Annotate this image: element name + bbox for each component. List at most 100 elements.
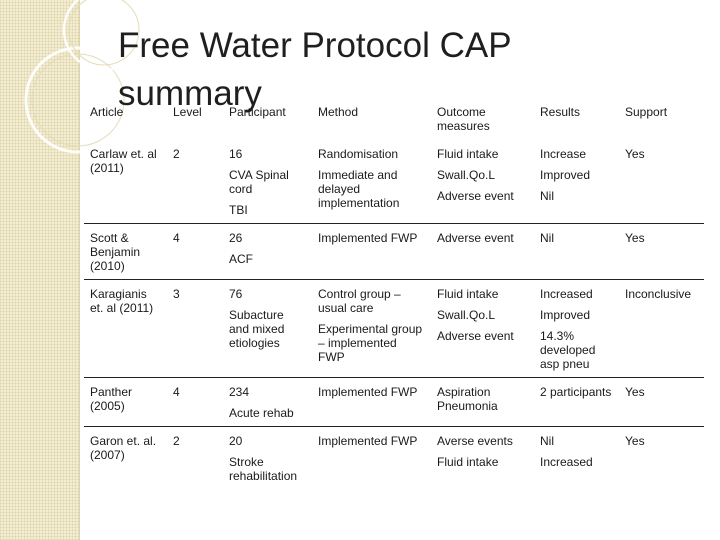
participant-cell: 16 CVA Spinal cord TBI xyxy=(223,140,312,224)
article-cell-text: Scott & Benjamin (2010) xyxy=(90,231,141,273)
header-support: Support xyxy=(625,105,668,119)
results-cell: Increase Improved Nil xyxy=(534,140,619,224)
results-cell-text: 14.3% developed asp pneu xyxy=(540,329,596,371)
level-cell: 2 xyxy=(167,426,223,489)
table-row: Scott & Benjamin (2010) 4 26 ACF Implemented… xyxy=(84,223,704,280)
participant-cell: 234 Acute rehab xyxy=(223,377,312,427)
outcome-cell: Averse events Fluid intake xyxy=(431,426,534,489)
level-cell-text: 2 xyxy=(173,147,180,161)
side-band-edge xyxy=(79,0,80,540)
header-outcome-measures: Outcome measures xyxy=(437,105,490,133)
method-cell-text: Implemented FWP xyxy=(318,385,418,399)
participant-cell-text: 26 xyxy=(229,231,243,245)
outcome-cell-text: Swall.Qo.L xyxy=(437,308,496,322)
header-method: Method xyxy=(318,105,359,119)
participant-cell-text: 16 xyxy=(229,147,243,161)
results-cell-text: Improved xyxy=(540,308,591,322)
method-cell: Implemented FWP xyxy=(312,426,431,489)
participant-cell-text: TBI xyxy=(229,203,248,217)
participant-cell-text: Subacture and mixed etiologies xyxy=(229,308,285,350)
outcome-cell-text: Adverse event xyxy=(437,231,514,245)
header-results: Results xyxy=(540,105,581,119)
outcome-cell-text: Swall.Qo.L xyxy=(437,168,496,182)
participant-cell: 76 Subacture and mixed etiologies xyxy=(223,279,312,378)
outcome-cell-text: Fluid intake xyxy=(437,287,499,301)
outcome-cell: Aspiration Pneumonia xyxy=(431,377,534,427)
results-cell: Nil xyxy=(534,223,619,280)
results-cell-text: Nil xyxy=(540,189,554,203)
participant-cell-text: ACF xyxy=(229,252,253,266)
results-cell-text: Increased xyxy=(540,455,593,469)
table-body: Carlaw et. al (2011) 2 16 CVA Spinal cord TB… xyxy=(84,140,704,489)
article-cell: Scott & Benjamin (2010) xyxy=(84,223,167,280)
participant-cell-text: Acute rehab xyxy=(229,406,294,420)
support-cell: Inconclusive xyxy=(619,279,704,378)
results-cell-text: Improved xyxy=(540,168,591,182)
level-cell: 2 xyxy=(167,140,223,224)
support-cell-text: Inconclusive xyxy=(625,287,692,301)
level-cell: 4 xyxy=(167,223,223,280)
method-cell-text: Randomisation xyxy=(318,147,399,161)
results-cell-text: 2 participants xyxy=(540,385,612,399)
support-cell: Yes xyxy=(619,377,704,427)
table-row: Garon et. al. (2007) 2 20 Stroke rehabilita… xyxy=(84,426,704,489)
outcome-cell-text: Averse events xyxy=(437,434,513,448)
table-row: Carlaw et. al (2011) 2 16 CVA Spinal cord TB… xyxy=(84,140,704,224)
level-cell-text: 4 xyxy=(173,385,180,399)
participant-cell-text: Stroke rehabilitation xyxy=(229,455,298,483)
support-cell-text: Yes xyxy=(625,434,645,448)
participant-cell-text: 76 xyxy=(229,287,243,301)
outcome-cell-text: Aspiration Pneumonia xyxy=(437,385,498,413)
method-cell-text: Control group – usual care xyxy=(318,287,401,315)
participant-cell-text: 20 xyxy=(229,434,243,448)
results-cell-text: Increase xyxy=(540,147,587,161)
article-cell: Panther (2005) xyxy=(84,377,167,427)
results-cell-text: Nil xyxy=(540,434,554,448)
outcome-cell-text: Fluid intake xyxy=(437,455,499,469)
outcome-cell-text: Adverse event xyxy=(437,189,514,203)
outcome-cell: Adverse event xyxy=(431,223,534,280)
support-cell-text: Yes xyxy=(625,385,645,399)
participant-cell-text: CVA Spinal cord xyxy=(229,168,289,196)
summary-table: Article Level Participant Method Outcome… xyxy=(84,98,704,489)
method-cell-text: Implemented FWP xyxy=(318,434,418,448)
article-cell: Karagianis et. al (2011) xyxy=(84,279,167,378)
method-cell: Implemented FWP xyxy=(312,223,431,280)
decorative-side-band xyxy=(0,0,80,540)
method-cell: Implemented FWP xyxy=(312,377,431,427)
support-cell-text: Yes xyxy=(625,147,645,161)
participant-cell-text: 234 xyxy=(229,385,250,399)
level-cell-text: 4 xyxy=(173,231,180,245)
method-cell: Control group – usual care Experimental g… xyxy=(312,279,431,378)
article-cell: Carlaw et. al (2011) xyxy=(84,140,167,224)
level-cell-text: 2 xyxy=(173,434,180,448)
participant-cell: 20 Stroke rehabilitation xyxy=(223,426,312,489)
header-participant: Participant xyxy=(229,105,286,119)
outcome-cell: Fluid intake Swall.Qo.L Adverse event xyxy=(431,279,534,378)
level-cell: 3 xyxy=(167,279,223,378)
article-cell: Garon et. al. (2007) xyxy=(84,426,167,489)
method-cell-text: Implemented FWP xyxy=(318,231,418,245)
results-cell: Nil Increased xyxy=(534,426,619,489)
level-cell: 4 xyxy=(167,377,223,427)
article-cell-text: Karagianis et. al (2011) xyxy=(90,287,154,315)
support-cell: Yes xyxy=(619,140,704,224)
participant-cell: 26 ACF xyxy=(223,223,312,280)
table-row: Panther (2005) 4 234 Acute rehab Implemented… xyxy=(84,377,704,427)
article-cell-text: Panther (2005) xyxy=(90,385,133,413)
results-cell: Increased Improved 14.3% developed asp pne… xyxy=(534,279,619,378)
method-cell-text: Immediate and delayed implementation xyxy=(318,168,400,210)
table-row: Karagianis et. al (2011) 3 76 Subacture and… xyxy=(84,279,704,378)
outcome-cell-text: Fluid intake xyxy=(437,147,499,161)
support-cell: Yes xyxy=(619,223,704,280)
results-cell-text: Nil xyxy=(540,231,554,245)
article-cell-text: Garon et. al. (2007) xyxy=(90,434,157,462)
header-article: Article xyxy=(90,105,124,119)
header-level: Level xyxy=(173,105,202,119)
results-cell-text: Increased xyxy=(540,287,593,301)
support-cell: Yes xyxy=(619,426,704,489)
method-cell-text: Experimental group – implemented FWP xyxy=(318,322,423,364)
level-cell-text: 3 xyxy=(173,287,180,301)
slide-title: Free Water Protocol CAP summary xyxy=(118,26,511,113)
decorative-circles xyxy=(24,0,146,154)
